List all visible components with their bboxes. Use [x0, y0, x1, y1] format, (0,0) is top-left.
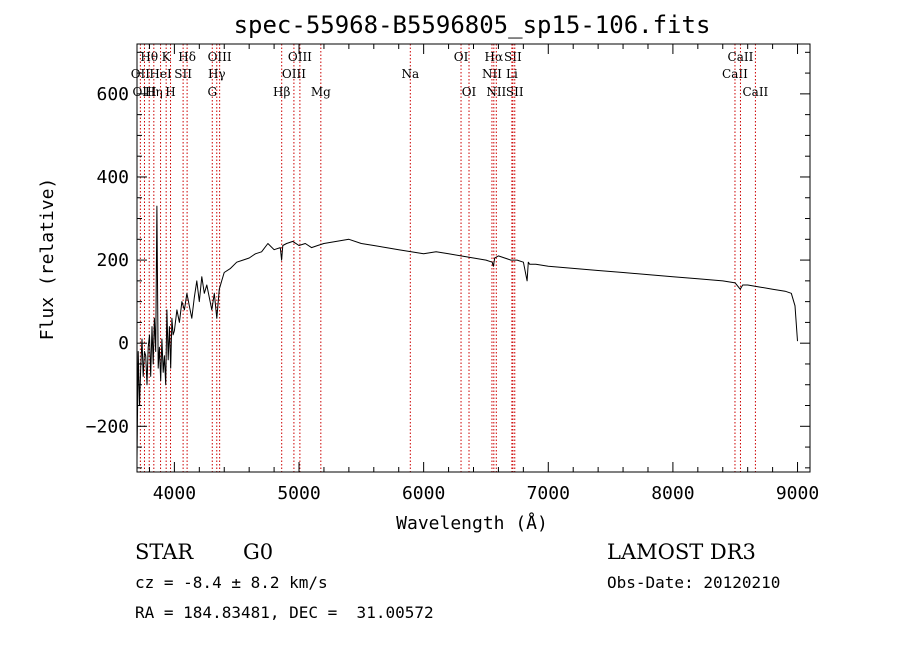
spectral-line-label: NII: [482, 67, 502, 81]
spectral-line-label: OI: [462, 85, 477, 99]
spectral-line-label: Hα: [485, 50, 504, 64]
object-subclass: G0: [243, 540, 274, 564]
spectral-line-label: SII: [174, 67, 192, 81]
x-tick-label: 6000: [402, 483, 445, 504]
spectral-line-label: OII: [131, 67, 151, 81]
spectral-line-label: G: [207, 85, 217, 99]
y-axis: −200 0 200 400 600: [86, 51, 810, 469]
x-tick-label: 7000: [527, 483, 570, 504]
x-axis-label: Wavelength (Å): [396, 512, 548, 534]
y-tick-label: −200: [86, 416, 129, 437]
spectral-line-label: Hη: [145, 85, 163, 99]
x-tick-label: 8000: [651, 483, 694, 504]
spectral-line-label: NII: [486, 85, 506, 99]
object-class: STAR: [135, 540, 194, 564]
spectral-line-label: Hδ: [178, 50, 196, 64]
spectral-line-label: OIII: [132, 85, 156, 99]
spectral-line-label: Hβ: [273, 85, 290, 99]
flux-line: [136, 205, 798, 460]
x-tick-label: 9000: [776, 483, 819, 504]
y-tick-label: 400: [96, 167, 129, 188]
spectral-line-label: H: [165, 85, 175, 99]
spectral-line-label: SII: [504, 50, 522, 64]
spectrum-series: [136, 205, 798, 460]
spectral-line-label: K: [162, 50, 172, 64]
spectral-line-label: Mg: [311, 85, 331, 99]
x-tick-label: 4000: [153, 483, 196, 504]
spectral-line-label: CaII: [728, 50, 754, 64]
spectral-line-label: HeI: [149, 67, 172, 81]
spectral-line-label: SII: [506, 85, 524, 99]
y-tick-label: 600: [96, 84, 129, 105]
spectral-line-label: OI: [454, 50, 469, 64]
spectral-line-label: Hθ: [140, 50, 158, 64]
x-axis: 4000 5000 6000 7000 8000 9000: [148, 44, 819, 504]
spectral-line-label: Li: [506, 67, 518, 81]
x-tick-label: 5000: [277, 483, 320, 504]
spectral-line-label: CaII: [742, 85, 768, 99]
spectral-line-label: Na: [401, 67, 419, 81]
coordinates: RA = 184.83481, DEC = 31.00572: [135, 603, 434, 622]
observation-date: Obs-Date: 20120210: [607, 573, 781, 592]
y-tick-label: 0: [118, 333, 129, 354]
redshift-velocity: cz = -8.4 ± 8.2 km/s: [135, 573, 328, 592]
survey-name: LAMOST DR3: [607, 540, 756, 564]
chart-title: spec-55968-B5596805_sp15-106.fits: [234, 11, 711, 39]
spectral-line-label: OIII: [288, 50, 312, 64]
y-axis-label: Flux (relative): [37, 178, 58, 341]
spectral-line-label: CaII: [722, 67, 748, 81]
spectral-line-label: OIII: [208, 50, 232, 64]
spectral-line-label: OIII: [282, 67, 306, 81]
spectral-line-label: Hγ: [208, 67, 226, 81]
y-tick-label: 200: [96, 250, 129, 271]
